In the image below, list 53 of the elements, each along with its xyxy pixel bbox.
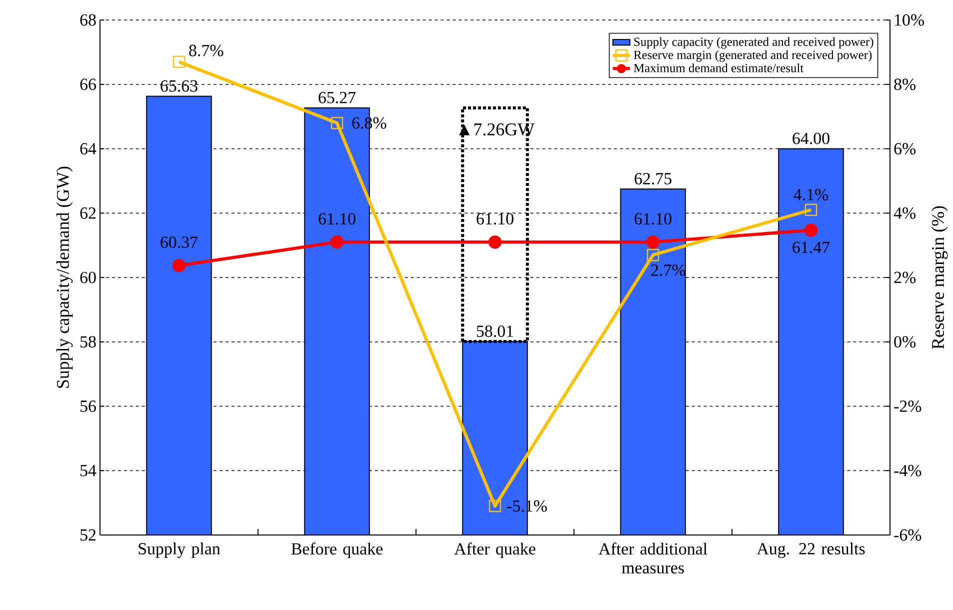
x-tick-label: Aug. 22 results bbox=[756, 542, 865, 558]
data-label: 61.10 bbox=[476, 213, 514, 225]
y2-tick-label: 0% bbox=[894, 336, 916, 348]
y-tick-label: 52 bbox=[80, 529, 96, 541]
y2-tick-label: 4% bbox=[894, 207, 916, 219]
point bbox=[646, 248, 660, 262]
y-tick-label: 60 bbox=[80, 272, 96, 284]
data-label: 61.10 bbox=[634, 213, 672, 225]
y-tick-label: 68 bbox=[80, 14, 96, 26]
y-tick-label: 54 bbox=[80, 464, 96, 476]
y-tick-label: 62 bbox=[80, 207, 96, 219]
x-tick-label: After quake bbox=[454, 542, 536, 558]
data-label: 2.7% bbox=[651, 264, 686, 276]
point bbox=[488, 500, 502, 512]
legend-label: Supply capacity (generated and received power) bbox=[634, 37, 874, 49]
data-label: 60.37 bbox=[160, 236, 198, 248]
data-label: 61.10 bbox=[318, 213, 356, 225]
y2-tick-label: -2% bbox=[894, 400, 922, 412]
x-tick-label: After additional measures bbox=[598, 542, 708, 574]
y2-axis-title: Reserve margin (%) bbox=[931, 206, 948, 350]
y-tick-label: 58 bbox=[80, 336, 96, 348]
data-label: 58.01 bbox=[476, 326, 514, 338]
point bbox=[172, 258, 186, 272]
point bbox=[804, 224, 818, 237]
data-label: 6.8% bbox=[352, 117, 386, 129]
data-label: 4.1% bbox=[794, 188, 828, 200]
data-label: 65.27 bbox=[318, 92, 356, 104]
y-tick-label: 64 bbox=[80, 143, 96, 154]
data-label: 62.75 bbox=[634, 173, 672, 184]
y2-tick-label: 8% bbox=[894, 78, 916, 90]
y-axis-title: Supply capacity/demand (GW) bbox=[56, 166, 73, 388]
data-label: -5.1% bbox=[507, 500, 547, 512]
point bbox=[804, 204, 818, 216]
data-label: 64.00 bbox=[792, 132, 830, 144]
point bbox=[172, 56, 186, 68]
x-tick-label: Before quake bbox=[291, 542, 383, 558]
y2-tick-label: 6% bbox=[894, 143, 916, 154]
point bbox=[330, 235, 344, 249]
point bbox=[330, 116, 344, 130]
y2-tick-label: 2% bbox=[894, 272, 916, 284]
y-tick-label: 56 bbox=[80, 400, 96, 412]
legend-label: Maximum demand estimate/result bbox=[634, 63, 804, 72]
x-tick-label: Supply plan bbox=[138, 542, 220, 558]
y2-tick-label: -6% bbox=[894, 529, 922, 541]
y2-tick-label: 10% bbox=[895, 14, 924, 26]
legend-label: Reserve margin (generated and received power) bbox=[634, 50, 872, 62]
data-label: 65.63 bbox=[160, 80, 198, 92]
point bbox=[646, 235, 660, 249]
y-tick-label: 66 bbox=[80, 78, 96, 90]
data-label: 61.47 bbox=[792, 242, 830, 254]
y2-tick-label: -4% bbox=[894, 464, 922, 476]
data-label: 8.7% bbox=[189, 44, 224, 56]
point bbox=[488, 235, 502, 249]
